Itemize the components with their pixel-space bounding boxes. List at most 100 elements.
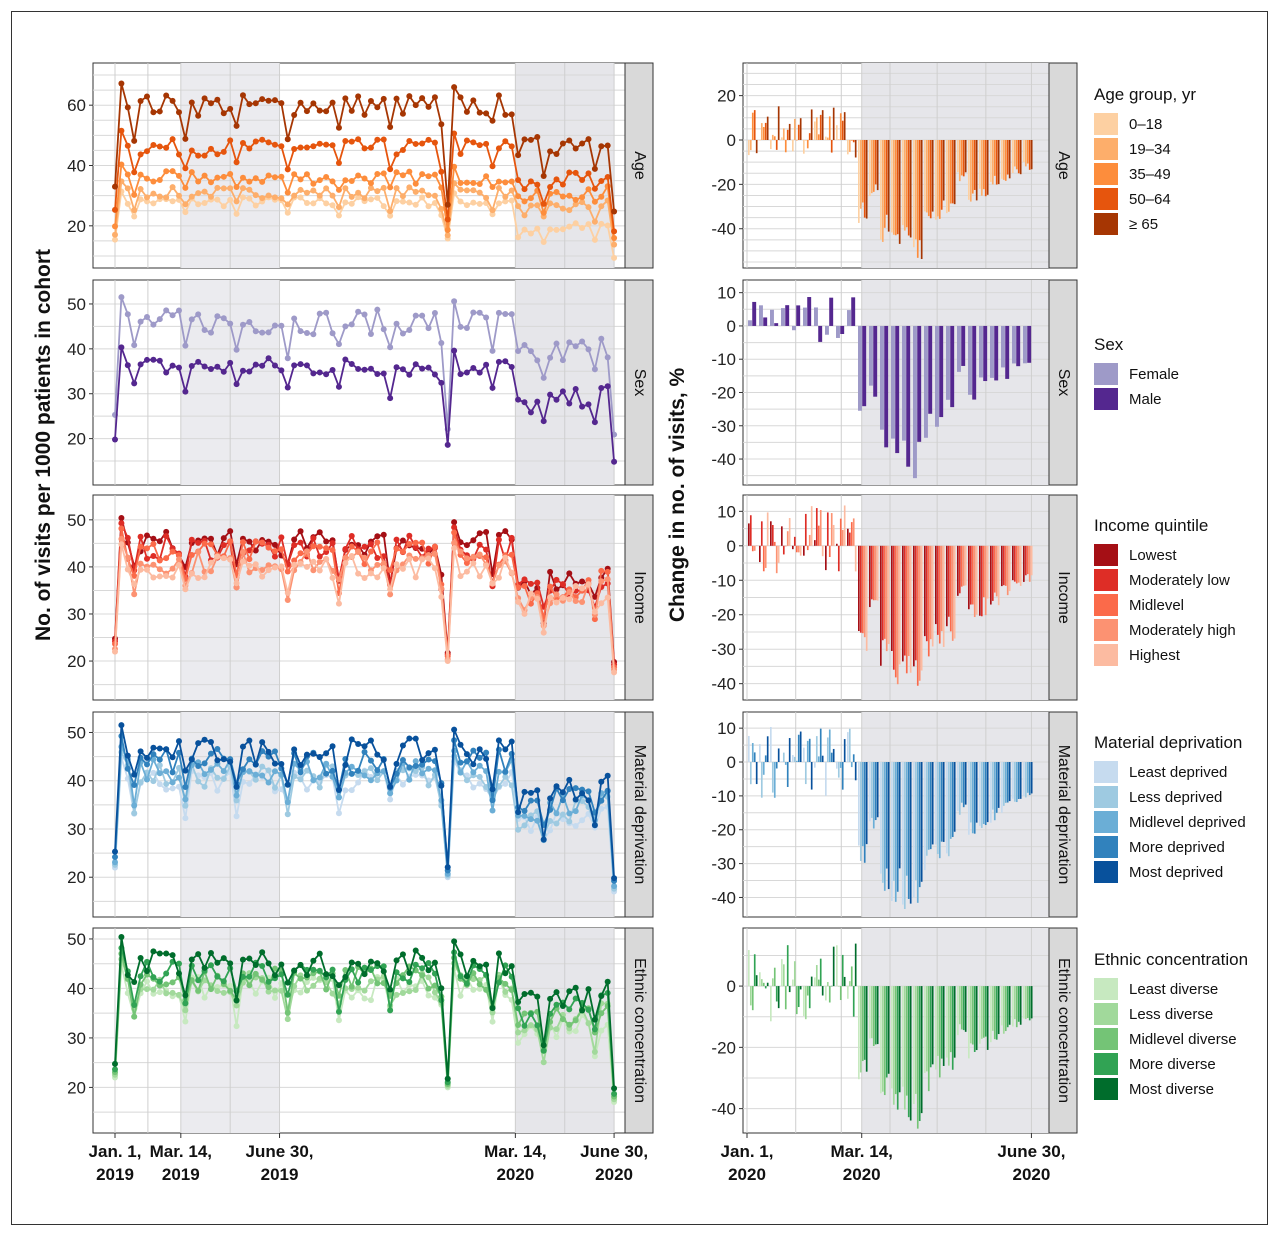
left-income-series-point (329, 574, 336, 581)
right-material-deprivation-bar (982, 762, 985, 825)
left-age-series-point (239, 185, 246, 192)
left-age-series-point (387, 208, 394, 215)
left-age-series-point (118, 161, 125, 168)
left-income-ytick-label: 20 (67, 652, 86, 671)
left-age-series-point (284, 189, 291, 196)
left-material-deprivation-series-point (220, 756, 227, 763)
left-ethnic-concentration-series-point (310, 974, 317, 981)
left-ethnic-concentration-series-point (591, 1016, 598, 1023)
left-sex-series-point (451, 298, 458, 305)
left-ethnic-concentration-series-point (559, 1016, 566, 1023)
left-income-series-point (278, 563, 285, 570)
right-income-bar (806, 545, 809, 551)
left-material-deprivation-series-point (163, 780, 170, 787)
right-income-bar (885, 545, 888, 652)
right-age-bar (848, 139, 851, 152)
right-ethnic-concentration-bar (951, 986, 954, 1070)
left-income-series-point (374, 554, 381, 561)
left-income-series-point (399, 548, 406, 555)
right-income-bar (1006, 545, 1009, 596)
left-age-series-point (214, 184, 221, 191)
right-material-deprivation-bar (775, 762, 778, 769)
left-age-series-point (457, 150, 464, 157)
left-ethnic-concentration-series-point (367, 958, 374, 965)
left-sex-series-point (118, 344, 125, 351)
right-material-deprivation-bar (935, 762, 937, 845)
left-ethnic-concentration-series-point (214, 973, 221, 980)
right-age-bar (892, 139, 895, 235)
left-material-deprivation-series-point (585, 797, 592, 804)
left-age-series-point (169, 184, 176, 191)
right-age-bar (1002, 139, 1005, 180)
left-age-series-point (252, 175, 259, 182)
right-sex-bar (1001, 325, 1005, 368)
left-age-series-point (598, 203, 605, 210)
left-material-deprivation-series-point (425, 750, 432, 757)
right-income-bar (971, 545, 974, 605)
legend-0-title: Age group, yr (1094, 85, 1196, 104)
right-material-deprivation-bar (1001, 762, 1003, 813)
right-age-bar (914, 139, 917, 240)
right-material-deprivation-bar (773, 762, 776, 798)
left-age-series-point (131, 169, 138, 176)
left-sex-series-point (131, 380, 138, 387)
left-material-deprivation-series-point (252, 761, 259, 768)
left-income-series-point (246, 569, 253, 576)
left-age-series-point (547, 226, 554, 233)
left-material-deprivation-series-point (259, 739, 266, 746)
left-material-deprivation-series-point (457, 769, 464, 776)
left-income-series-point (591, 616, 598, 623)
left-age-series-point (355, 93, 362, 100)
left-age-series-point (451, 130, 458, 137)
left-income-strip (624, 494, 654, 701)
right-age-bar (764, 122, 767, 140)
right-sex-bar (913, 325, 917, 479)
left-income-series-point (137, 543, 144, 550)
right-age-bar (1004, 139, 1007, 181)
left-age-series-point (521, 136, 528, 143)
left-material-deprivation-series-point (470, 761, 477, 768)
left-age-series-point (265, 172, 272, 179)
left-age-series-point (342, 185, 349, 192)
right-material-deprivation-bar (843, 739, 846, 763)
right-ethnic-concentration-bar (986, 986, 989, 1050)
right-material-deprivation-bar (916, 762, 919, 903)
left-age-series-point (412, 201, 419, 208)
left-age-series-point (156, 143, 163, 150)
right-income-bar (918, 545, 921, 681)
right-xtick-label-line1: June 30, (997, 1142, 1065, 1161)
left-income-series-point (335, 600, 342, 607)
left-age-series-point (220, 185, 227, 192)
left-income-series-point (598, 600, 605, 607)
right-material-deprivation-bar (973, 762, 976, 834)
left-sex-series-point (591, 419, 598, 426)
legend-2-label: Highest (1129, 647, 1181, 664)
right-material-deprivation-ytick-label: 10 (717, 719, 736, 738)
left-income-ytick-label: 30 (67, 605, 86, 624)
left-sex-series-point (297, 361, 304, 368)
right-age-bar (777, 106, 780, 140)
left-income-series-point (367, 548, 374, 555)
left-ethnic-concentration-series-point (310, 982, 317, 989)
left-income-series-point (316, 567, 323, 574)
left-income-series-point (118, 525, 125, 532)
left-income-series-point (303, 563, 310, 570)
left-age-series-point (201, 95, 208, 102)
left-material-deprivation-series-point (559, 797, 566, 804)
left-age-series-point (150, 109, 157, 116)
left-age-series-point (367, 185, 374, 192)
left-income-series-point (444, 658, 451, 665)
right-ethnic-concentration-bar (929, 986, 932, 1068)
left-ethnic-concentration-series-point (271, 965, 278, 972)
left-material-deprivation-series-point (502, 746, 509, 753)
left-age-series-point (611, 208, 618, 215)
right-sex-ytick-label: -40 (711, 450, 736, 469)
left-ethnic-concentration-series-point (259, 949, 266, 956)
left-age-series-point (233, 183, 240, 190)
right-material-deprivation-bar (946, 762, 948, 854)
left-income-series-point (335, 576, 342, 583)
left-age-series-point (540, 238, 547, 245)
right-ethnic-concentration-bar (792, 979, 794, 987)
left-age-series-point (335, 204, 342, 211)
left-material-deprivation-series-point (604, 772, 611, 779)
